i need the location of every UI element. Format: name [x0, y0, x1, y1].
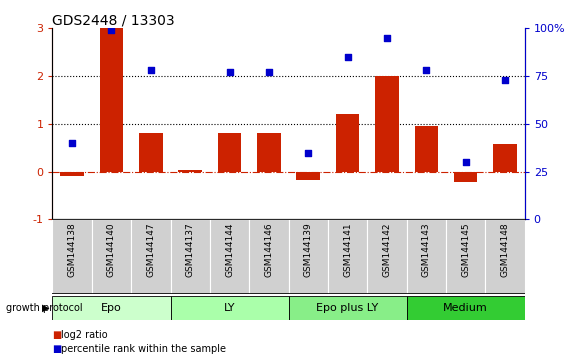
Bar: [60, 172, 84, 176]
Text: GSM144142: GSM144142: [382, 222, 391, 277]
Bar: [210, 219, 250, 294]
Point: [264, 69, 273, 75]
Text: GSM144147: GSM144147: [146, 222, 155, 277]
Bar: [257, 132, 281, 172]
Text: GSM144143: GSM144143: [422, 222, 431, 277]
Bar: [375, 76, 399, 172]
Point: [343, 54, 352, 60]
Point: [304, 150, 313, 155]
Point: [382, 35, 392, 41]
Point: [422, 68, 431, 73]
Bar: [454, 172, 477, 182]
Bar: [367, 219, 407, 294]
Text: GSM144144: GSM144144: [225, 222, 234, 277]
Bar: [178, 170, 202, 172]
Text: GSM144146: GSM144146: [265, 222, 273, 277]
Text: ■: ■: [52, 344, 62, 354]
Bar: [407, 219, 446, 294]
Bar: [139, 133, 163, 172]
Text: ■: ■: [52, 330, 62, 339]
Text: GSM144137: GSM144137: [186, 222, 195, 277]
Bar: [336, 114, 359, 172]
Point: [225, 69, 234, 75]
Bar: [131, 219, 170, 294]
Bar: [250, 219, 289, 294]
Bar: [407, 296, 525, 320]
Point: [461, 159, 470, 165]
Text: GSM144139: GSM144139: [304, 222, 312, 277]
Bar: [485, 219, 525, 294]
Text: ▶: ▶: [42, 303, 50, 313]
Bar: [170, 296, 289, 320]
Text: Medium: Medium: [443, 303, 488, 313]
Text: LY: LY: [224, 303, 236, 313]
Bar: [296, 172, 320, 180]
Text: percentile rank within the sample: percentile rank within the sample: [61, 344, 226, 354]
Text: GSM144138: GSM144138: [68, 222, 76, 277]
Bar: [52, 296, 170, 320]
Point: [107, 27, 116, 33]
Text: GSM144141: GSM144141: [343, 222, 352, 277]
Bar: [52, 219, 92, 294]
Point: [68, 140, 77, 146]
Bar: [415, 126, 438, 172]
Bar: [289, 296, 407, 320]
Text: GSM144140: GSM144140: [107, 222, 116, 277]
Text: GSM144145: GSM144145: [461, 222, 470, 277]
Text: GSM144148: GSM144148: [501, 222, 510, 277]
Text: growth protocol: growth protocol: [6, 303, 82, 313]
Text: Epo plus LY: Epo plus LY: [317, 303, 379, 313]
Text: Epo: Epo: [101, 303, 122, 313]
Text: GDS2448 / 13303: GDS2448 / 13303: [52, 13, 175, 27]
Bar: [328, 219, 367, 294]
Point: [185, 10, 195, 16]
Bar: [218, 133, 241, 172]
Point: [146, 68, 156, 73]
Text: log2 ratio: log2 ratio: [61, 330, 108, 339]
Bar: [170, 219, 210, 294]
Bar: [92, 219, 131, 294]
Bar: [446, 219, 485, 294]
Point: [500, 77, 510, 83]
Bar: [493, 144, 517, 172]
Bar: [289, 219, 328, 294]
Bar: [100, 28, 124, 172]
